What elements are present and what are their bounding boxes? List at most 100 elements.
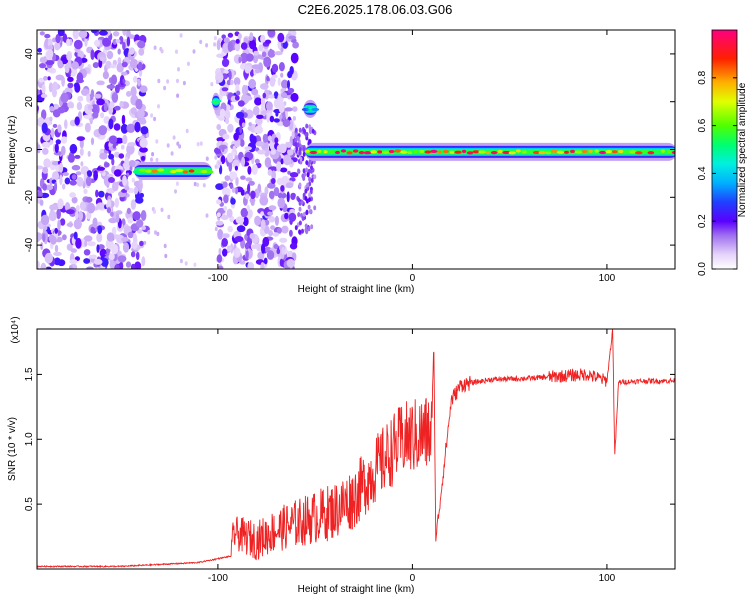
noise-blob <box>311 128 315 134</box>
noise-blob <box>245 250 249 260</box>
noise-blob <box>96 166 106 171</box>
noise-blob <box>302 176 306 181</box>
noise-blob <box>299 156 303 162</box>
noise-blob <box>264 148 270 157</box>
ridge-peak <box>424 150 432 154</box>
noise-blob <box>67 101 74 109</box>
noise-blob <box>95 189 99 198</box>
noise-blob <box>240 207 248 218</box>
noise-blob <box>260 219 266 231</box>
ridge-peak <box>594 149 599 153</box>
noise-blob <box>49 177 53 186</box>
noise-blob <box>260 34 266 44</box>
noise-blob <box>227 32 234 38</box>
colorbar-label: Normalized spectral amplitude <box>737 82 748 217</box>
noise-blob <box>240 42 248 50</box>
noise-blob <box>176 93 180 98</box>
noise-blob <box>285 182 294 189</box>
x-tick-label: -100 <box>208 273 228 284</box>
y-tick-label: 20 <box>24 96 35 108</box>
noise-blob <box>113 169 122 177</box>
noise-blob <box>185 128 189 134</box>
noise-blob <box>96 80 105 86</box>
noise-blob <box>226 152 234 163</box>
noise-blob <box>247 183 251 194</box>
noise-blob <box>225 104 231 111</box>
noise-blob <box>153 209 156 214</box>
noise-blob <box>248 180 255 186</box>
noise-blob <box>199 39 203 45</box>
noise-blob <box>288 212 297 222</box>
noise-blob <box>236 247 241 256</box>
noise-blob <box>301 216 305 221</box>
noise-blob <box>83 258 91 264</box>
noise-blob <box>111 92 119 103</box>
noise-blob <box>137 61 143 71</box>
noise-blob <box>116 234 125 244</box>
noise-blob <box>47 45 54 51</box>
noise-blob <box>292 116 296 121</box>
noise-blob <box>60 92 69 103</box>
ridge-peak <box>323 150 328 154</box>
noise-blob <box>270 149 276 155</box>
noise-blob <box>85 196 93 203</box>
noise-blob <box>251 64 261 70</box>
noise-blob <box>290 193 296 201</box>
noise-blob <box>281 79 289 89</box>
noise-blob <box>280 92 288 99</box>
noise-blob <box>86 170 93 178</box>
spectrogram-ticks: -100 0 100 -40 -20 0 20 40 <box>24 30 675 284</box>
noise-blob <box>40 262 47 269</box>
y-tick-label: 1.5 <box>24 367 35 381</box>
noise-blob <box>222 233 230 239</box>
noise-blob <box>86 266 94 269</box>
noise-blob <box>302 147 306 153</box>
noise-blob <box>138 48 145 56</box>
noise-blob <box>130 199 137 210</box>
noise-blob <box>174 189 177 194</box>
noise-blob <box>274 215 279 226</box>
noise-blob <box>237 100 245 107</box>
noise-blob <box>155 157 159 163</box>
noise-blob <box>114 197 120 208</box>
noise-blob <box>280 72 284 78</box>
noise-blob <box>62 33 68 43</box>
ridge-peak <box>449 150 455 154</box>
noise-blob <box>254 125 263 134</box>
noise-blob <box>121 61 128 68</box>
noise-blob <box>272 232 280 237</box>
noise-blob <box>103 102 108 112</box>
noise-blob <box>279 237 288 243</box>
noise-blob <box>77 95 84 102</box>
noise-blob <box>287 80 290 90</box>
noise-blob <box>306 172 310 178</box>
noise-blob <box>78 30 88 39</box>
noise-blob <box>261 243 266 254</box>
noise-blob <box>225 117 230 125</box>
noise-blob <box>52 81 59 91</box>
noise-blob <box>304 188 308 194</box>
noise-blob <box>75 211 79 220</box>
noise-blob <box>310 165 313 171</box>
noise-blob <box>108 118 114 130</box>
noise-blob <box>284 212 289 220</box>
noise-blob <box>267 30 276 38</box>
noise-blob <box>222 181 228 188</box>
ridge-peak <box>377 150 383 154</box>
noise-blob <box>238 56 242 64</box>
ridge-peak <box>508 151 516 155</box>
noise-blob <box>106 50 114 60</box>
noise-blob <box>112 181 119 192</box>
noise-blob <box>262 92 267 99</box>
noise-blob <box>54 181 58 192</box>
noise-blob <box>130 107 137 115</box>
spectrogram-content <box>37 30 675 269</box>
noise-blob <box>69 259 78 265</box>
noise-blob <box>216 124 221 131</box>
noise-blob <box>170 151 174 156</box>
noise-blob <box>56 208 61 220</box>
noise-blob <box>76 72 84 83</box>
noise-blob <box>102 71 109 80</box>
noise-blob <box>124 156 129 168</box>
noise-blob <box>288 35 297 40</box>
